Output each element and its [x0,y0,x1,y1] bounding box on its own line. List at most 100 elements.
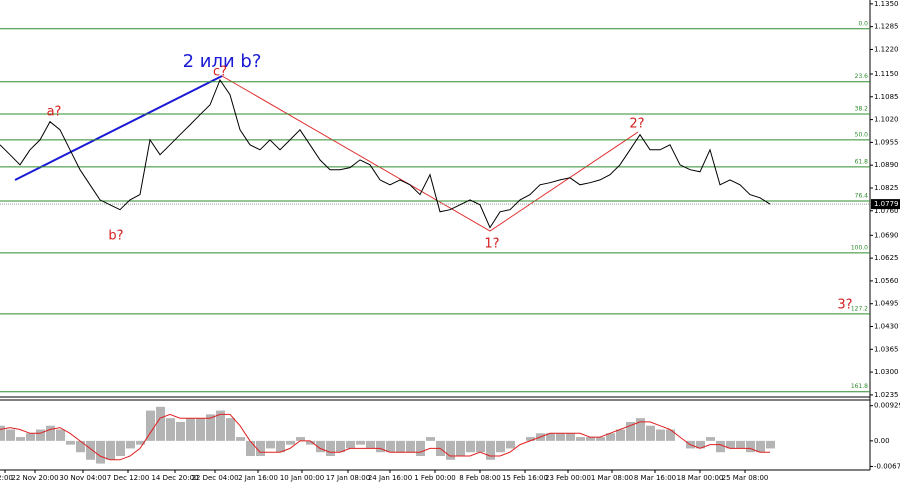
histogram-bar [126,440,135,449]
histogram-bar [476,440,485,453]
histogram-bar [406,440,415,453]
histogram-bar [556,433,565,441]
histogram-bar [336,440,345,453]
x-tick-label: 2 Jan 16:00 [238,474,278,482]
histogram-bar [226,418,235,441]
wave-label: 2? [629,117,644,132]
histogram-bar [306,440,315,445]
histogram-bar [526,437,535,441]
x-tick-label: 8 Feb 08:00 [459,474,500,482]
x-tick-label: 7 Dec 12:00 [107,474,150,482]
histogram-bar [316,440,325,453]
price-line [0,78,771,229]
y-tick-label: 1.0890 [874,161,899,169]
histogram-bar [326,440,335,456]
histogram-bar [576,437,585,441]
wave-label: b? [108,229,123,244]
fib-label: 161.8 [851,383,868,390]
fib-label: 100.0 [851,244,868,251]
histogram-bar [496,440,505,453]
histogram-bar [646,425,655,441]
x-tick-label: 15 Feb 16:00 [502,474,548,482]
histogram-bar [626,421,635,441]
histogram-bar [106,440,115,460]
histogram-bar [606,433,615,441]
y-tick-label: 1.0430 [874,323,899,331]
histogram-bar [256,440,265,456]
histogram-bar [186,418,195,441]
y-tick-label: 0.00929 [874,402,900,410]
histogram-bar [736,440,745,449]
y-tick-label: 1.1150 [874,70,899,78]
x-tick-label: 25 Mar 08:00 [722,474,769,482]
histogram-bar [706,437,715,441]
histogram-bar [486,440,495,460]
histogram-bar [726,440,735,449]
y-tick-label: 1.0365 [874,345,899,353]
last-price-label: 1.0779 [874,200,899,208]
fib-label: 61.8 [855,158,869,165]
histogram-bar [26,433,35,441]
histogram-bar [566,433,575,441]
histogram-bar [666,429,675,441]
wave-label: 2 или b? [183,51,262,72]
histogram-bar [276,440,285,453]
histogram-bar [206,414,215,441]
histogram-bar [766,440,775,449]
histogram-bar [196,418,205,441]
y-tick-label: 1.0825 [874,184,899,192]
wave-label: a? [47,105,62,120]
y-tick-label: 1.1085 [874,93,899,101]
histogram-bar [216,410,225,441]
histogram-bar [76,440,85,453]
histogram-bar [756,440,765,453]
histogram-bar [146,410,155,441]
y-tick-label: 1.0495 [874,300,899,308]
y-tick-label: 0.00 [874,437,890,445]
wave-label: 3? [837,298,852,313]
x-tick-label: 18 Mar 00:00 [677,474,724,482]
histogram-bar [96,440,105,464]
histogram-bar [246,440,255,456]
y-tick-label: 1.0235 [874,391,899,399]
x-tick-label: 22 Dec 04:00 [191,474,238,482]
y-tick-label: 1.1220 [874,45,899,53]
histogram-bar [396,440,405,453]
histogram-bar [616,429,625,441]
wave-label: 1? [484,237,499,252]
y-tick-label: 1.0625 [874,254,899,262]
histogram-bar [746,440,755,453]
histogram-bar [16,437,25,441]
fib-label: 76.4 [855,192,869,199]
histogram-bar [656,429,665,441]
histogram-bar [346,440,355,449]
histogram-bar [266,440,275,449]
y-tick-label: 1.0760 [874,207,899,215]
histogram-bar [366,440,375,449]
y-tick-label: 1.0690 [874,231,899,239]
x-tick-label: 1 Feb 00:00 [414,474,455,482]
histogram-bar [136,440,145,445]
fib-label: 23.6 [855,73,869,80]
fib-label: 38.2 [855,105,869,112]
histogram-bar [356,440,365,445]
x-tick-label: 2:00 [0,474,13,482]
histogram-bar [716,440,725,453]
histogram-bar [506,440,515,449]
histogram-bar [236,437,245,441]
histogram-bar [416,440,425,456]
histogram-bar [596,437,605,441]
fib-label: 127.2 [851,305,868,312]
x-tick-label: 14 Dec 20:00 [151,474,198,482]
y-tick-label: 1.0300 [874,368,899,376]
signal-line [0,413,770,461]
histogram-bar [296,437,305,441]
histogram-bar [66,440,75,445]
y-tick-label: 1.1285 [874,23,899,31]
histogram-bar [426,437,435,441]
x-tick-label: 30 Nov 04:00 [59,474,106,482]
histogram-bar [176,421,185,441]
wave-line [221,75,639,232]
histogram-bar [46,425,55,441]
